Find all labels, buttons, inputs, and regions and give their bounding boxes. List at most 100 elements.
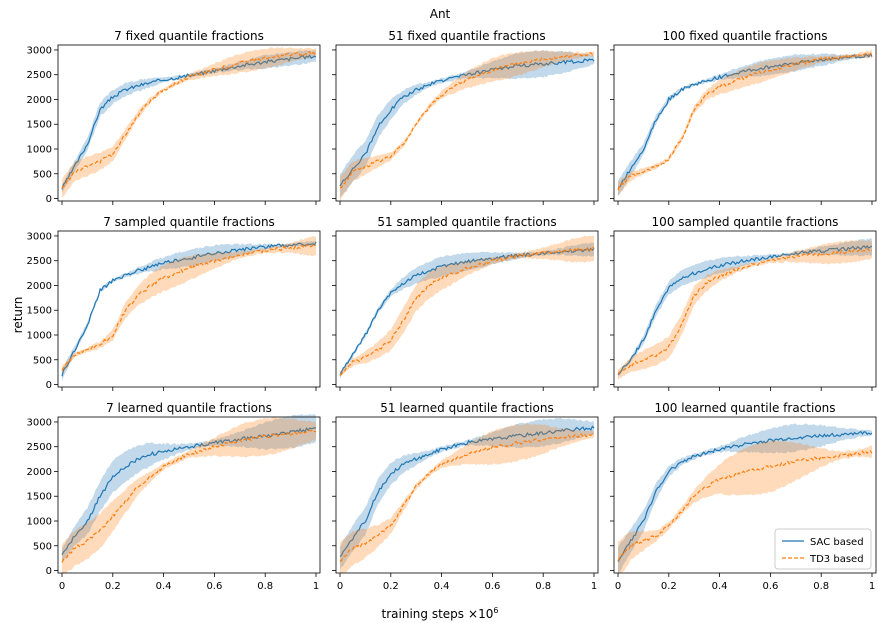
y-tick-label: 500: [33, 541, 52, 552]
td3-confidence-band: [62, 236, 316, 374]
y-tick-label: 1000: [27, 331, 52, 342]
td3-confidence-band: [62, 47, 316, 198]
y-tick-label: 2500: [27, 70, 52, 81]
x-tick-label: 0.4: [434, 581, 450, 592]
x-tick-label: 0.8: [257, 581, 273, 592]
subplot-title: 51 learned quantile fractions: [380, 401, 553, 415]
y-tick-label: 0: [46, 194, 52, 205]
td3-series-line: [339, 433, 595, 562]
sac-series-line: [339, 58, 595, 187]
x-tick-label: 0: [615, 581, 621, 592]
sac-confidence-band: [618, 237, 872, 378]
legend-label-td3: TD3 based: [809, 554, 864, 565]
figure-title: Ant: [430, 7, 451, 21]
y-tick-label: 500: [33, 169, 52, 180]
subplot-title: 7 learned quantile fractions: [106, 401, 272, 415]
y-tick-label: 500: [33, 355, 52, 366]
sac-series-line: [61, 54, 317, 190]
y-axis-label: return: [11, 297, 25, 334]
sac-confidence-band: [62, 241, 316, 382]
sac-series-line: [61, 241, 317, 377]
x-tick-label: 0: [337, 581, 343, 592]
subplot-frame: [57, 230, 321, 388]
x-axis-label: training steps ×106: [382, 606, 499, 621]
x-tick-label: 1: [313, 581, 319, 592]
sac-confidence-band: [62, 413, 316, 564]
sac-series-line: [617, 245, 873, 376]
sac-series-line: [617, 430, 873, 562]
subplot-title: 100 fixed quantile fractions: [663, 29, 828, 43]
td3-series-line: [61, 50, 317, 189]
x-tick-label: 1: [869, 581, 875, 592]
y-tick-label: 2500: [27, 442, 52, 453]
td3-confidence-band: [340, 50, 594, 202]
y-tick-label: 0: [46, 380, 52, 391]
td3-series-line: [61, 244, 317, 371]
subplot-frame: [613, 44, 877, 202]
x-tick-label: 0.6: [206, 581, 222, 592]
x-tick-label: 0.2: [383, 581, 399, 592]
y-tick-label: 3000: [27, 417, 52, 428]
x-tick-label: 0.6: [484, 581, 500, 592]
subplot-frame: [335, 44, 599, 202]
subplot-title: 7 sampled quantile fractions: [103, 215, 275, 229]
subplot-grid: 7 fixed quantile fractions05001000150020…: [27, 29, 877, 592]
subplot-frame: [613, 416, 877, 574]
x-tick-label: 0.6: [762, 581, 778, 592]
td3-confidence-band: [340, 423, 594, 573]
subplot-title: 100 sampled quantile fractions: [652, 215, 839, 229]
sac-series-line: [617, 52, 873, 189]
x-tick-label: 0: [59, 581, 65, 592]
td3-series-line: [61, 429, 317, 563]
td3-series-line: [617, 247, 873, 375]
x-axis-label-exponent-sup: 6: [493, 606, 498, 615]
subplot-title: 7 fixed quantile fractions: [114, 29, 264, 43]
y-tick-label: 2500: [27, 256, 52, 267]
y-tick-label: 3000: [27, 45, 52, 56]
y-tick-label: 1000: [27, 145, 52, 156]
subplot: 100 learned quantile fractions 0 0.2 0.4 0.6…: [610, 401, 877, 592]
y-tick-label: 1500: [27, 306, 52, 317]
subplot-frame: [57, 44, 321, 202]
td3-confidence-band: [340, 235, 594, 378]
subplot: 100 sampled quantile fractions: [610, 215, 877, 391]
subplot-title: 100 learned quantile fractions: [654, 401, 835, 415]
subplot: 100 fixed quantile fractions: [610, 29, 877, 205]
x-tick-label: 0.8: [535, 581, 551, 592]
y-tick-label: 3000: [27, 231, 52, 242]
y-tick-label: 1500: [27, 492, 52, 503]
x-axis-label-exponent: ×10: [468, 607, 493, 621]
subplot: 7 sampled quantile fractions 0 500 1000 1500…: [27, 215, 321, 391]
x-tick-label: 0.2: [105, 581, 121, 592]
subplot-frame: [57, 416, 321, 574]
sac-confidence-band: [618, 423, 872, 573]
sac-series-line: [339, 247, 595, 376]
x-tick-label: 0.2: [661, 581, 677, 592]
td3-series-line: [617, 450, 873, 561]
subplot: 7 learned quantile fractions 0 0.2 0.4 0.6 0.…: [27, 401, 321, 592]
x-axis-label-text: training steps: [382, 607, 465, 621]
x-tick-label: 1: [591, 581, 597, 592]
legend: SAC based TD3 based: [774, 528, 872, 570]
sac-series-line: [339, 425, 595, 557]
subplot: 51 learned quantile fractions 0 0.2 0.4 0.6 0…: [332, 401, 599, 592]
sac-confidence-band: [340, 49, 594, 198]
y-tick-label: 1500: [27, 120, 52, 131]
subplot-frame: [335, 230, 599, 388]
subplot-title: 51 sampled quantile fractions: [377, 215, 556, 229]
legend-label-sac: SAC based: [810, 537, 864, 548]
td3-confidence-band: [618, 49, 872, 196]
td3-series-line: [339, 245, 595, 375]
x-tick-label: 0.4: [712, 581, 728, 592]
legend-frame: [774, 528, 872, 570]
td3-series-line: [339, 52, 595, 189]
sac-confidence-band: [340, 242, 594, 379]
td3-confidence-band: [618, 440, 872, 573]
y-tick-label: 1000: [27, 517, 52, 528]
subplot-title: 51 fixed quantile fractions: [388, 29, 545, 43]
subplot: 51 fixed quantile fractions: [332, 29, 599, 205]
sac-confidence-band: [340, 417, 594, 570]
y-tick-label: 2000: [27, 281, 52, 292]
subplot-frame: [613, 230, 877, 388]
